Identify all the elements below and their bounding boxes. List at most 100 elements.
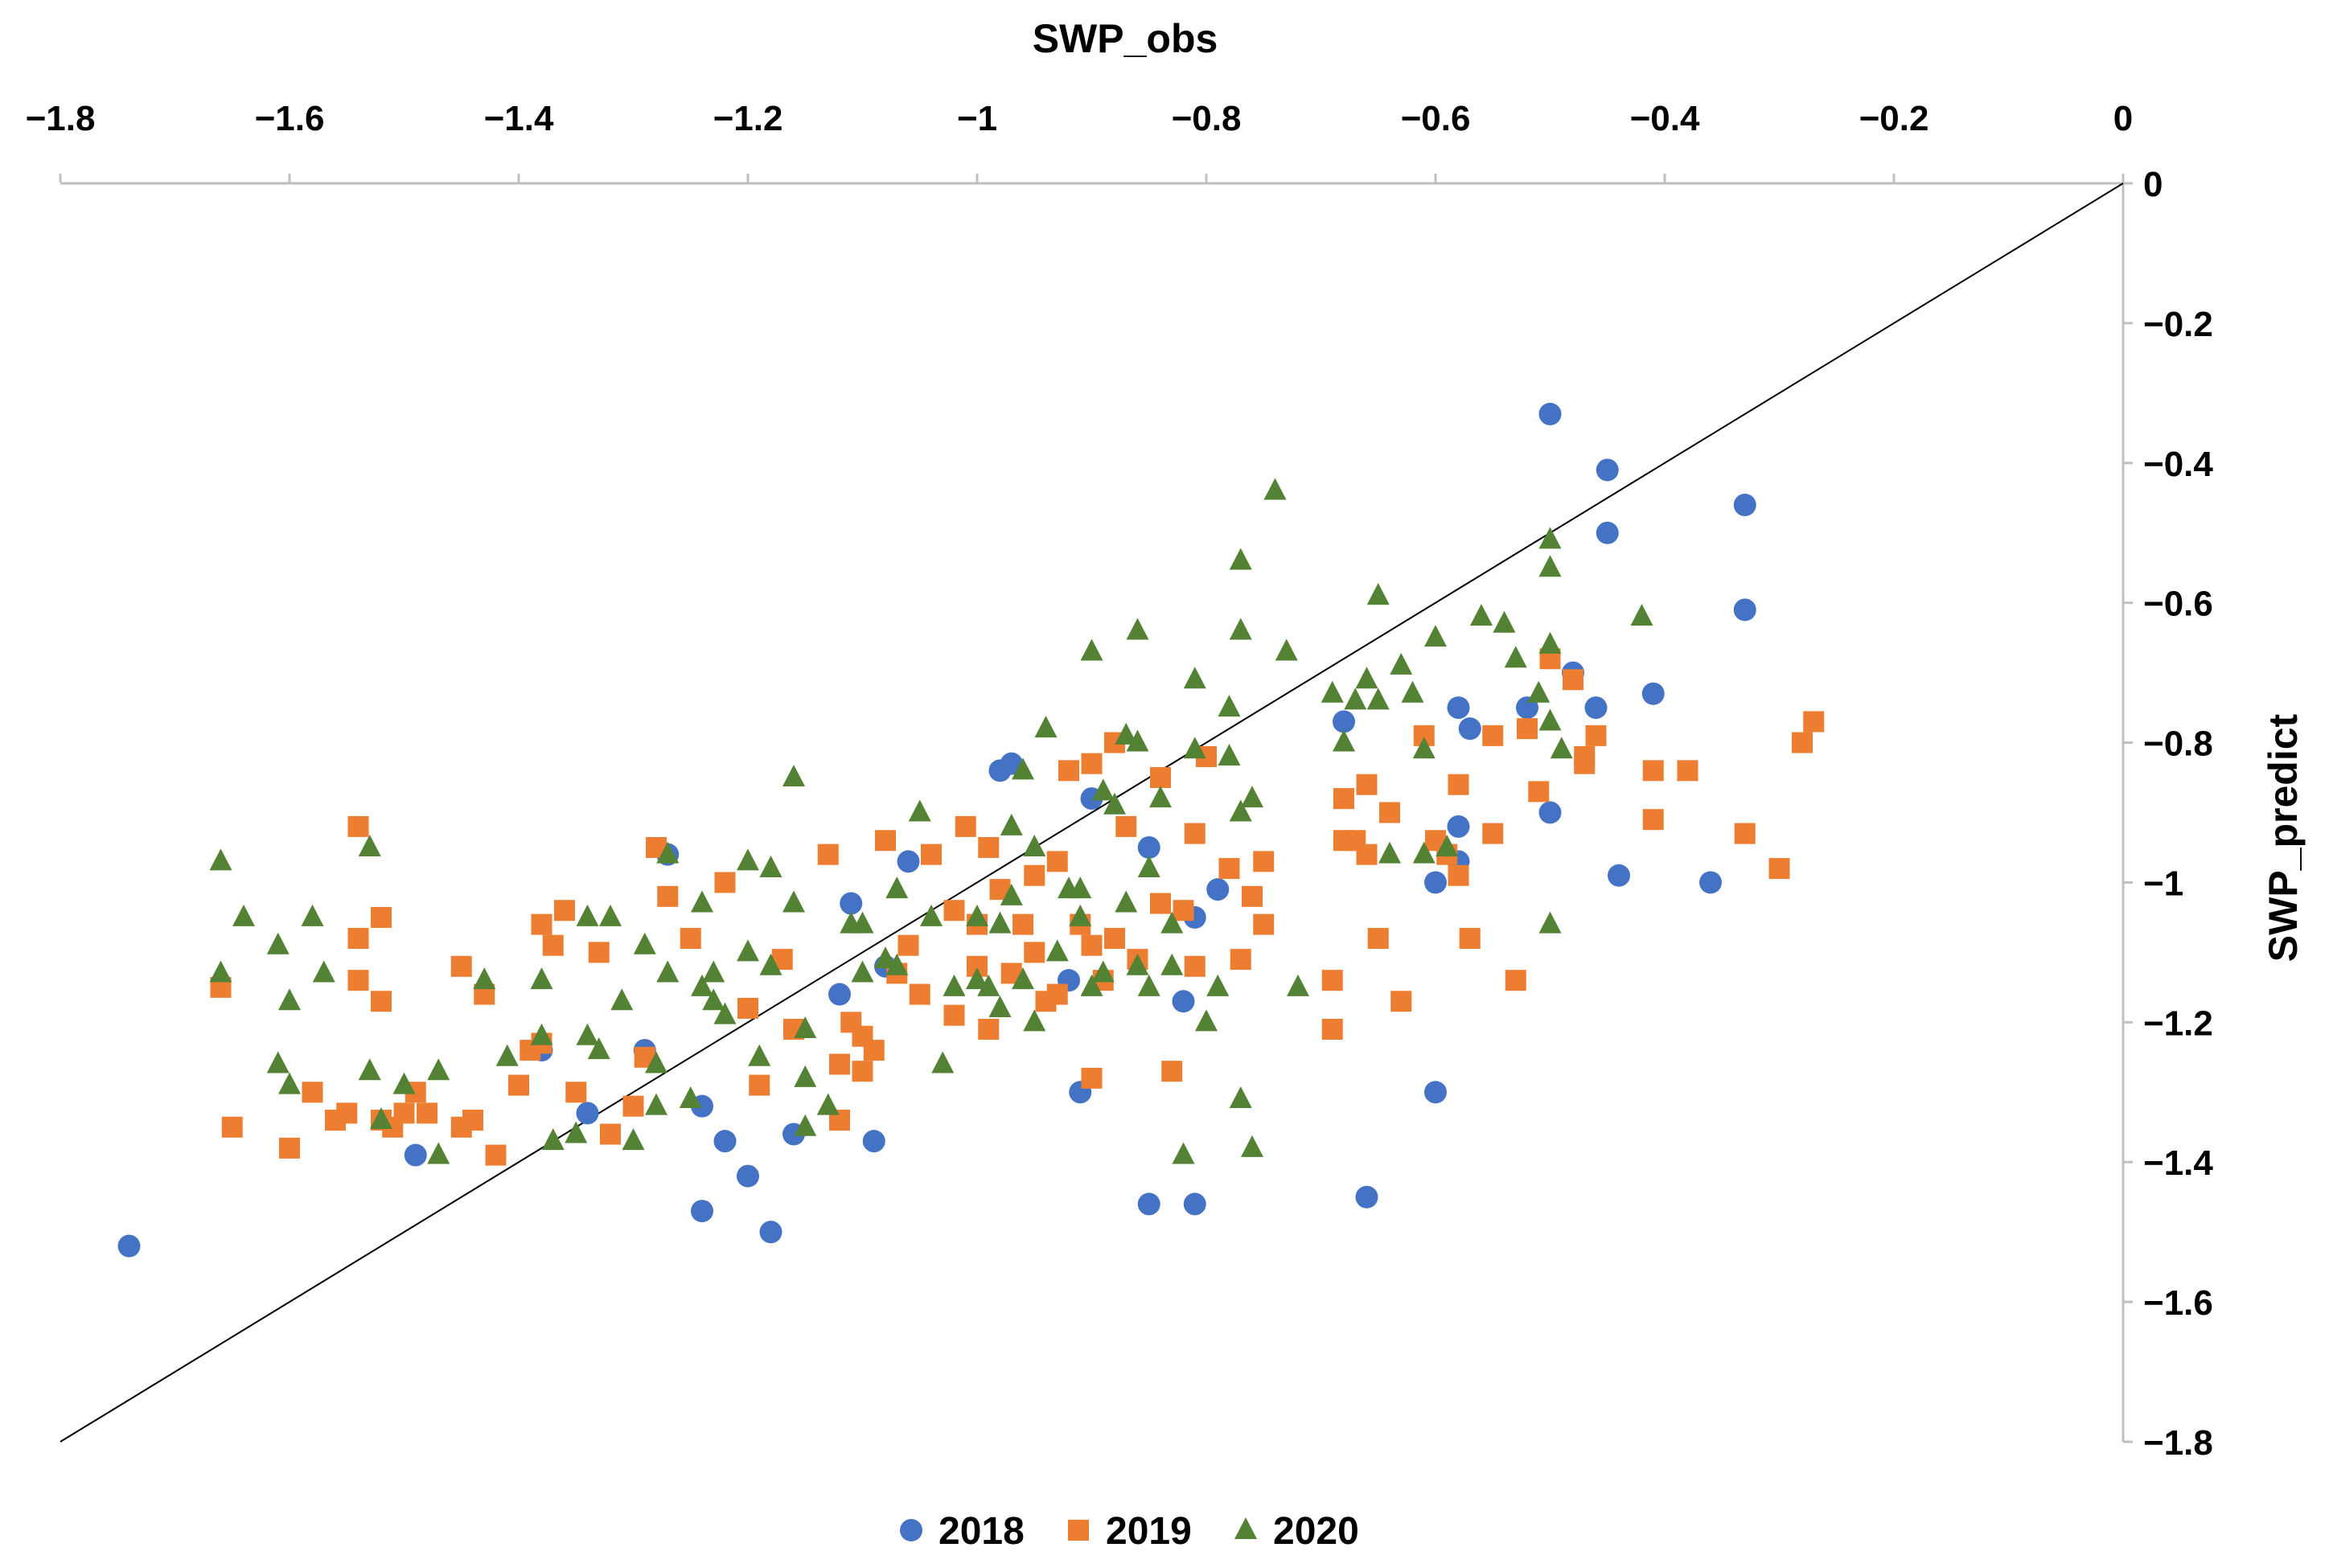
point-2019 xyxy=(554,900,575,922)
point-2020 xyxy=(266,1051,290,1073)
legend-label-2020: 2020 xyxy=(1273,1510,1359,1553)
point-2020 xyxy=(943,974,966,996)
point-2020 xyxy=(737,848,759,871)
point-2020 xyxy=(966,904,988,926)
point-2019 xyxy=(1104,928,1125,949)
point-2020 xyxy=(530,967,553,990)
point-2020 xyxy=(931,1051,955,1073)
point-2020 xyxy=(1012,967,1034,990)
point-2019 xyxy=(657,885,679,907)
point-2019 xyxy=(1218,858,1240,880)
legend-marker-2018 xyxy=(900,1519,922,1541)
point-2019 xyxy=(1321,1019,1343,1041)
point-2019 xyxy=(1058,760,1079,782)
point-2020 xyxy=(209,960,232,983)
point-2020 xyxy=(576,1023,599,1045)
point-2020 xyxy=(1137,974,1160,996)
point-2020 xyxy=(1080,974,1103,996)
point-2020 xyxy=(1229,548,1252,570)
point-2020 xyxy=(1321,680,1344,703)
point-2018 xyxy=(1355,1185,1378,1209)
point-2020 xyxy=(1275,638,1298,661)
point-2019 xyxy=(921,844,942,865)
point-2019 xyxy=(336,1102,358,1124)
point-2018 xyxy=(1447,815,1470,838)
point-2020 xyxy=(1263,478,1287,500)
point-2020 xyxy=(610,988,634,1011)
point-2020 xyxy=(1470,604,1493,626)
point-2018 xyxy=(1447,696,1470,720)
point-2019 xyxy=(1517,718,1538,740)
point-2020 xyxy=(1137,856,1160,878)
point-2020 xyxy=(565,1121,588,1143)
point-2020 xyxy=(541,1128,565,1151)
point-2019 xyxy=(417,1102,437,1124)
point-2020 xyxy=(1366,688,1390,710)
point-2020 xyxy=(358,834,381,856)
point-2018 xyxy=(1424,1081,1447,1104)
x-tick-label: −0.2 xyxy=(1859,99,1929,138)
point-2019 xyxy=(749,1074,770,1096)
point-2019 xyxy=(1184,955,1206,977)
point-2020 xyxy=(266,932,290,954)
data-points xyxy=(117,402,1825,1258)
point-2019 xyxy=(1642,760,1664,782)
point-2019 xyxy=(347,928,369,949)
point-2019 xyxy=(508,1074,529,1096)
y-tick-label: −0.8 xyxy=(2143,724,2213,764)
point-2020 xyxy=(312,960,335,983)
point-2018 xyxy=(1641,682,1665,705)
point-2019 xyxy=(1150,893,1171,914)
point-2020 xyxy=(1424,625,1447,647)
point-2020 xyxy=(1069,904,1092,926)
point-2019 xyxy=(817,844,839,865)
point-2019 xyxy=(1505,970,1526,991)
point-2018 xyxy=(1699,871,1722,894)
point-2018 xyxy=(1137,1192,1160,1216)
point-2018 xyxy=(840,892,863,915)
point-2019 xyxy=(1184,823,1206,844)
point-2018 xyxy=(759,1221,782,1244)
point-2019 xyxy=(1253,913,1275,935)
point-2020 xyxy=(1172,1142,1195,1164)
point-2019 xyxy=(737,997,758,1019)
point-2019 xyxy=(897,934,919,956)
point-2019 xyxy=(943,1004,965,1026)
point-2020 xyxy=(794,1016,817,1039)
legend: 2018 2019 2020 xyxy=(900,1510,1359,1553)
point-2019 xyxy=(1448,864,1469,886)
point-2020 xyxy=(1241,1135,1263,1157)
point-2019 xyxy=(909,983,930,1005)
point-2019 xyxy=(450,955,472,977)
point-2018 xyxy=(1538,402,1562,425)
point-2020 xyxy=(679,1086,702,1108)
point-2019 xyxy=(1574,753,1596,774)
point-2019 xyxy=(1161,1061,1183,1082)
x-tick-label: −1.2 xyxy=(713,99,783,138)
point-2019 xyxy=(1024,942,1045,963)
point-2020 xyxy=(1366,582,1390,605)
point-2020 xyxy=(1160,953,1184,975)
point-2019 xyxy=(565,1082,587,1103)
point-2019 xyxy=(863,1040,885,1061)
point-2020 xyxy=(851,960,874,983)
point-2020 xyxy=(1229,618,1252,640)
point-2020 xyxy=(1527,680,1551,703)
x-axis-title: SWP_obs xyxy=(1033,16,1218,61)
point-2020 xyxy=(977,974,1000,996)
point-2020 xyxy=(1183,667,1206,689)
point-2020 xyxy=(392,1072,416,1094)
point-2020 xyxy=(1493,610,1516,633)
point-2020 xyxy=(1091,778,1115,801)
x-tick-label: 0 xyxy=(2113,99,2133,138)
point-2020 xyxy=(1023,1009,1046,1032)
point-2020 xyxy=(1401,680,1424,703)
point-2018 xyxy=(1458,717,1481,741)
point-2019 xyxy=(1563,669,1583,691)
point-2019 xyxy=(1253,851,1275,872)
point-2019 xyxy=(875,830,896,852)
point-2019 xyxy=(1459,928,1481,949)
y-tick-label: −1.6 xyxy=(2143,1283,2213,1323)
point-2019 xyxy=(1585,724,1607,746)
